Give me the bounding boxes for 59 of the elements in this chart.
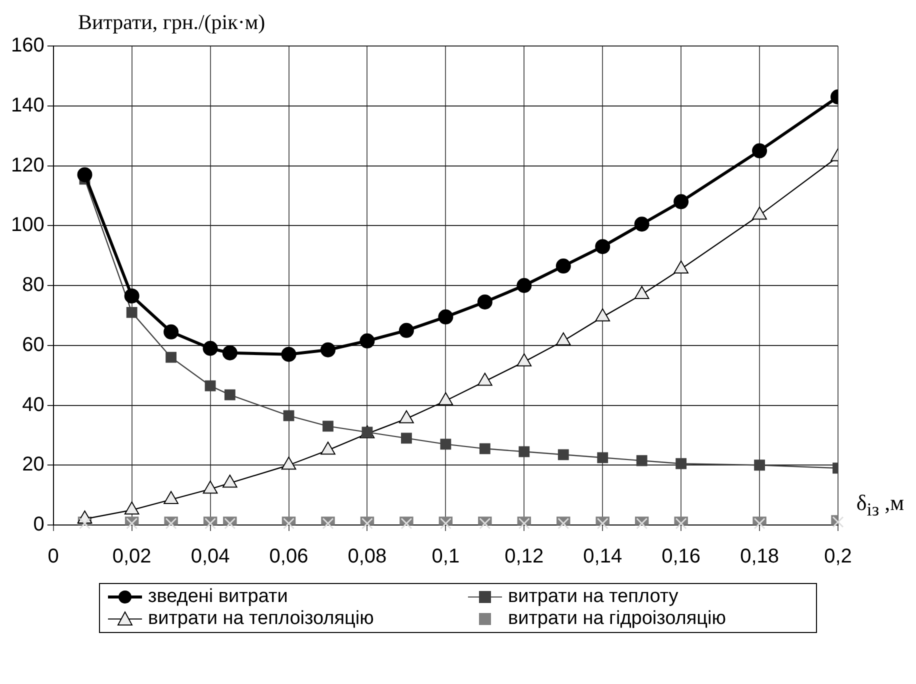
y-tick-label: 140 [10, 94, 44, 116]
y-tick-label: 20 [22, 454, 44, 476]
point [595, 239, 610, 254]
point [516, 353, 532, 366]
point [556, 258, 571, 274]
y-axis-title: Витрати, грн./(рік·м) [78, 10, 266, 35]
point [752, 143, 768, 158]
point [281, 346, 296, 362]
legend-label: витрати на теплоту [508, 586, 678, 608]
point [438, 309, 454, 324]
x-tick-label: 0 [48, 546, 59, 568]
y-tick-label: 60 [22, 334, 44, 356]
point [164, 324, 179, 340]
legend-label: витрати на гідроізоляцію [508, 608, 726, 630]
point [634, 216, 650, 232]
x-tick-label: 0,04 [190, 546, 230, 568]
x-tick-label: 0,16 [662, 546, 701, 568]
point [222, 474, 238, 488]
x-tick-label: 0,2 [824, 546, 852, 568]
legend-label: зведені витрати [148, 586, 288, 608]
point [281, 456, 296, 470]
x-tick-label: 0,08 [348, 546, 387, 568]
x-tick-label: 0,1 [432, 546, 460, 568]
point [477, 372, 492, 386]
legend-label: витрати на теплоізоляцію [148, 608, 374, 630]
point [320, 342, 336, 358]
point [126, 306, 138, 318]
point [124, 502, 140, 515]
point [360, 333, 375, 348]
point [320, 442, 336, 455]
point [164, 491, 178, 504]
y-tick-label: 40 [22, 394, 44, 416]
point [204, 380, 216, 392]
point [166, 352, 177, 363]
point [398, 322, 414, 338]
point [438, 392, 454, 406]
point [224, 389, 236, 400]
point [556, 332, 571, 346]
y-tick-label: 100 [10, 214, 44, 236]
y-tick-label: 80 [22, 274, 44, 296]
point [516, 278, 532, 293]
point [222, 345, 238, 360]
point [477, 294, 492, 310]
y-tick-label: 120 [10, 154, 44, 176]
point [124, 288, 140, 304]
point [674, 194, 689, 210]
x-tick-label: 0,06 [269, 546, 308, 568]
y-tick-label: 160 [10, 34, 44, 57]
point [77, 167, 92, 182]
x-axis-title: δ$_{із}$ ,м [856, 490, 904, 520]
point [202, 480, 218, 494]
x-tick-label: 0,12 [504, 546, 544, 568]
point [283, 410, 294, 422]
x-tick-label: 0,18 [740, 546, 780, 568]
x-tick-label: 0,02 [112, 546, 152, 568]
y-tick-label: 0 [33, 514, 44, 536]
x-tick-label: 0,14 [583, 546, 622, 568]
point [399, 410, 414, 424]
point [202, 340, 218, 356]
